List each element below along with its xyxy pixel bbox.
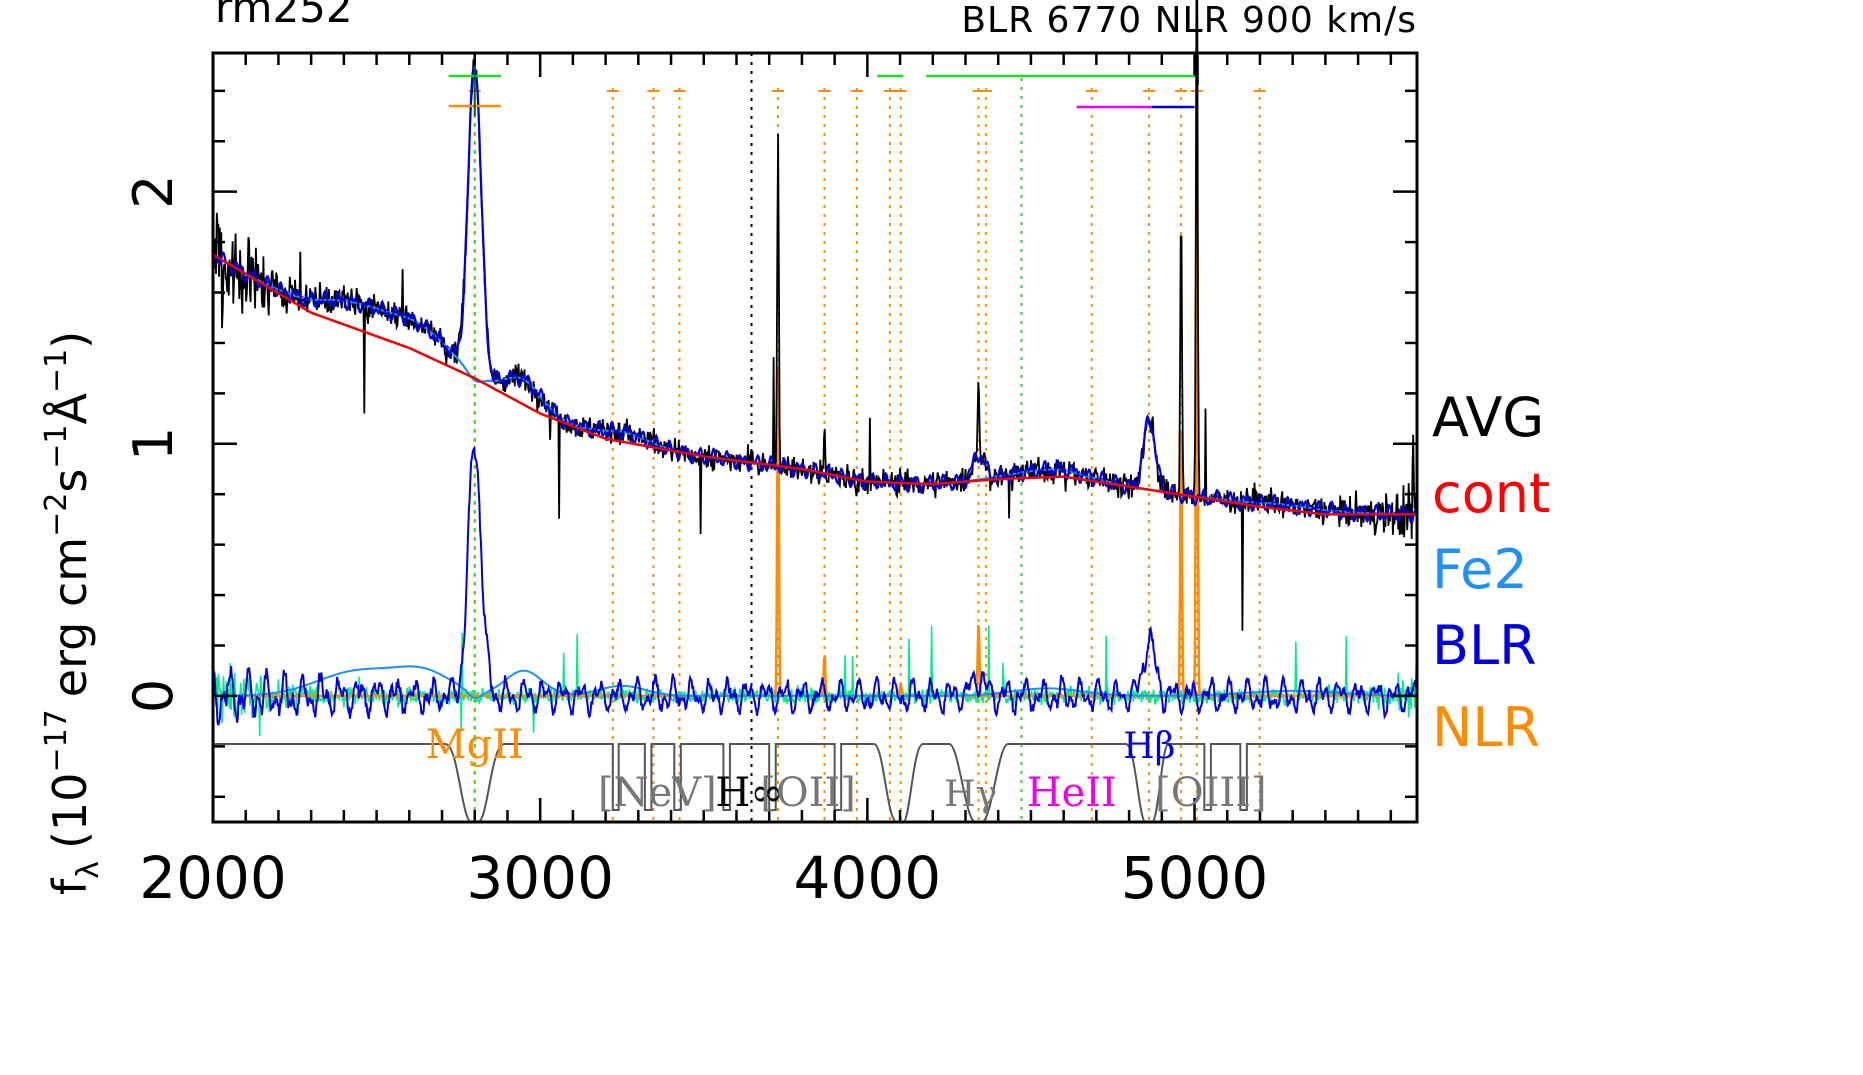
fe2-plus-cont-series [212, 253, 1417, 516]
legend: AVG cont Fe2 BLR NLR [1432, 386, 1550, 759]
legend-entry-fe2: Fe2 [1432, 538, 1528, 601]
x-tick-label: 5000 [1121, 844, 1269, 912]
series-layer [211, 0, 1418, 737]
y-axis-label: fλ(10−17erg cm−2s−1Å−1) [39, 331, 106, 895]
nlr-series [213, 153, 1417, 698]
svg-text:fλ(10−17erg cm−2s−1Å−1): fλ(10−17erg cm−2s−1Å−1) [39, 331, 106, 895]
ylabel-s: s [43, 469, 97, 493]
line-label-nev: [NeV] [598, 770, 717, 816]
top-range-marks [448, 55, 1199, 116]
x-tick-label: 3000 [466, 844, 614, 912]
line-label-oiii: [OIII] [1155, 770, 1266, 816]
total-model-series [211, 65, 1418, 525]
x-tick-label: 4000 [794, 844, 942, 912]
plot-border [211, 51, 1419, 824]
ylabel-open: (10 [43, 773, 97, 849]
residual-series [212, 625, 1418, 737]
y-tick-label: 2 [122, 174, 185, 208]
line-label-oii: [OII] [760, 770, 856, 816]
y-tick-label: 0 [122, 679, 185, 713]
ylabel-angstrom: Å [43, 392, 97, 424]
ylabel-erg-cm: erg cm [43, 537, 97, 697]
legend-entry-nlr: NLR [1432, 696, 1540, 759]
ylabel-lambda: λ [71, 861, 106, 879]
axis-ticks: 2000 3000 4000 5000 0 1 2 [122, 53, 1417, 912]
chart-title-right: BLR 6770 NLR 900 km/s [961, 0, 1417, 41]
ylabel-close: ) [43, 331, 97, 349]
ylabel-exp1a: −1 [39, 424, 74, 468]
plot-frame [211, 51, 1419, 824]
legend-entry-blr: BLR [1432, 614, 1537, 677]
line-label-h: H∞ [715, 770, 783, 816]
legend-entry-cont: cont [1432, 462, 1550, 525]
ylabel-exp2: −2 [39, 493, 74, 537]
x-tick-label: 2000 [139, 844, 287, 912]
ylabel-exp17: −17 [39, 709, 74, 772]
ylabel-f: f [43, 877, 97, 895]
legend-entry-avg: AVG [1432, 386, 1544, 449]
line-label-mgii: MgII [426, 722, 524, 768]
y-tick-label: 1 [122, 427, 185, 461]
line-label-h: Hγ [944, 774, 997, 815]
line-label-heii: HeII [1027, 770, 1117, 816]
ylabel-exp1b: −1 [39, 349, 74, 393]
line-label-h: Hβ [1123, 726, 1175, 767]
continuum-series [212, 253, 1417, 516]
chart-title-left: rm252 [215, 0, 353, 32]
blr-component-series [212, 445, 1418, 726]
